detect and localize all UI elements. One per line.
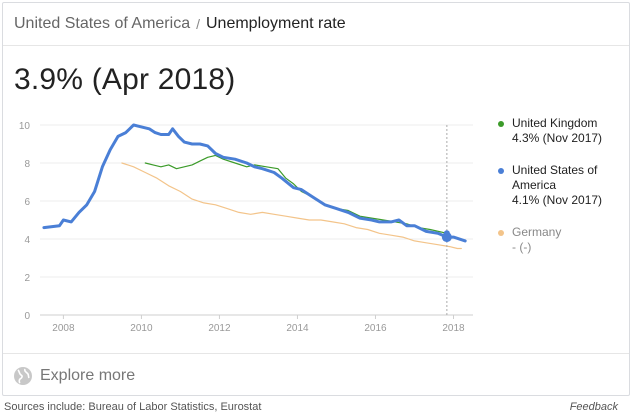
current-marker <box>441 125 452 315</box>
y-tick-label: 10 <box>19 121 31 132</box>
x-tick-label: 2018 <box>442 323 465 334</box>
unemployment-line-chart[interactable]: 0 2 4 6 8 10 2008 2010 2012 2014 2016 2018 <box>3 108 483 338</box>
legend-value: - (-) <box>512 240 532 254</box>
feedback-link[interactable]: Feedback <box>569 401 618 413</box>
chart-series <box>42 123 467 250</box>
series-line-united-kingdom <box>144 154 448 234</box>
card-header: United States of America / Unemployment … <box>3 3 629 46</box>
legend-dot-uk <box>498 121 504 127</box>
footer: Sources include: Bureau of Labor Statist… <box>0 398 634 415</box>
knowledge-card: United States of America / Unemployment … <box>2 2 630 396</box>
x-tick-label: 2008 <box>52 323 75 334</box>
breadcrumb-country-link[interactable]: United States of America <box>14 15 191 32</box>
y-tick-label: 8 <box>24 159 30 170</box>
explore-more-button[interactable]: Explore more <box>3 353 629 397</box>
y-tick-label: 4 <box>24 235 30 246</box>
legend-label: United States of America <box>512 163 598 192</box>
legend-item-germany[interactable]: Germany - (-) <box>498 225 623 255</box>
legend-value: 4.1% (Nov 2017) <box>512 193 603 207</box>
headline-value: 3.9% (Apr 2018) <box>14 63 236 96</box>
chart-grid <box>40 124 473 316</box>
y-tick-label: 6 <box>24 197 30 208</box>
breadcrumb-separator: / <box>196 16 200 32</box>
explore-more-label: Explore more <box>40 366 136 384</box>
legend-item-uk[interactable]: United Kingdom 4.3% (Nov 2017) <box>498 116 623 146</box>
y-tick-label: 2 <box>24 273 30 284</box>
marker-dot-united-states-of-america <box>441 232 452 243</box>
x-tick-label: 2014 <box>286 323 309 334</box>
legend-label: United Kingdom <box>512 116 598 130</box>
x-tick-label: 2010 <box>130 323 153 334</box>
x-tick-label: 2012 <box>208 323 231 334</box>
legend-value: 4.3% (Nov 2017) <box>512 131 603 145</box>
y-axis-ticks: 0 2 4 6 8 10 <box>19 121 31 322</box>
x-axis-ticks: 2008 2010 2012 2014 2016 2018 <box>52 315 465 334</box>
legend-label: Germany <box>512 225 562 239</box>
x-tick-label: 2016 <box>364 323 387 334</box>
globe-icon <box>14 366 32 385</box>
legend-item-usa[interactable]: United States of America 4.1% (Nov 2017) <box>498 163 623 208</box>
legend-dot-germany <box>498 230 504 236</box>
chart-legend: United Kingdom 4.3% (Nov 2017) United St… <box>498 116 623 272</box>
sources-text: Sources include: Bureau of Labor Statist… <box>4 401 262 413</box>
breadcrumb-metric: Unemployment rate <box>205 15 346 32</box>
y-tick-label: 0 <box>24 311 30 322</box>
series-line-united-states-of-america <box>42 123 467 243</box>
series-line-germany <box>121 162 462 250</box>
legend-dot-usa <box>498 168 504 174</box>
